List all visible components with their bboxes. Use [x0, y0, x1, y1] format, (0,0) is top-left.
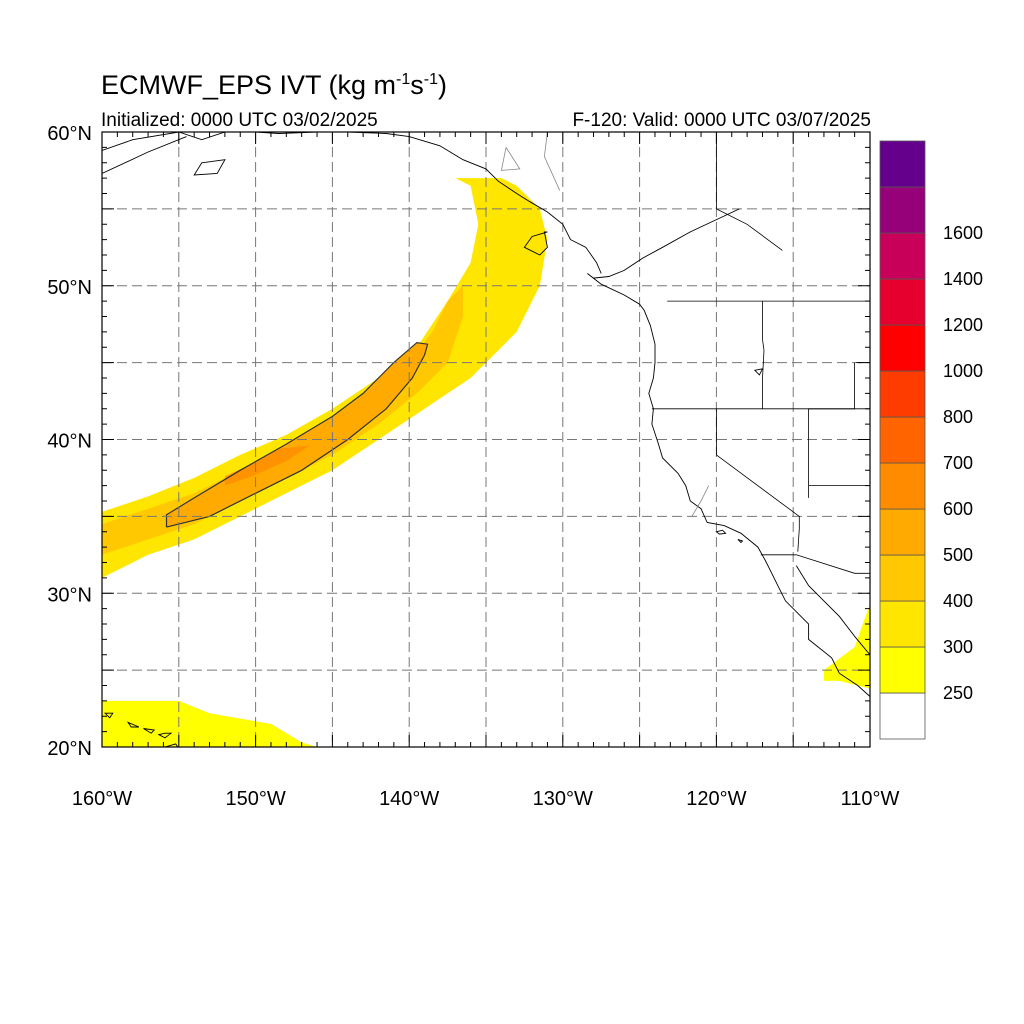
colorbar-label: 700	[943, 453, 973, 473]
colorbar-swatch	[879, 462, 926, 510]
political-border	[716, 132, 783, 251]
title-exponent-1: -1	[396, 71, 411, 88]
longitude-label: 140°W	[379, 788, 439, 810]
colorbar-label: 1600	[943, 223, 983, 243]
island-outline	[157, 732, 173, 739]
latitude-label: 30°N	[47, 584, 92, 606]
island-outline	[737, 538, 744, 544]
colorbar-swatch	[879, 186, 926, 234]
colorbar-swatch	[879, 324, 926, 372]
colorbar-label: 600	[943, 499, 973, 519]
colorbar-label: 250	[943, 683, 973, 703]
ivt-region-south-band	[102, 700, 317, 747]
ivt-region-400	[102, 285, 463, 555]
coastlines-and-borders	[102, 132, 870, 747]
coastline	[102, 132, 602, 274]
island-outline	[164, 743, 179, 747]
ivt-region-baja	[823, 604, 870, 689]
coastline	[102, 136, 187, 174]
political-border	[716, 408, 800, 552]
island-outline	[753, 368, 764, 376]
colorbar-swatch	[879, 370, 926, 418]
latitude-label: 50°N	[47, 277, 92, 299]
title-exponent-2: -1	[423, 71, 439, 88]
axis-ticks	[101, 131, 871, 748]
colorbar: 250 300 400 500 600 700 800 1000 1200 1400 1600	[879, 140, 983, 740]
colorbar-swatch	[879, 140, 926, 188]
colorbar-swatch	[879, 646, 926, 694]
coastline	[795, 565, 870, 671]
longitude-label: 130°W	[533, 788, 593, 810]
colorbar-swatch	[879, 278, 926, 326]
island-outline	[715, 529, 727, 535]
colorbar-swatch	[879, 554, 926, 602]
political-border	[762, 301, 765, 409]
longitude-label: 160°W	[72, 788, 132, 810]
island-outline	[193, 159, 226, 176]
title-text-mid: s	[410, 70, 424, 100]
island-outline	[143, 728, 156, 734]
latitude-label: 40°N	[47, 431, 92, 453]
ivt-shading-layer	[102, 178, 870, 747]
water-feature-line	[500, 147, 521, 171]
island-outline	[126, 721, 140, 728]
colorbar-label: 800	[943, 407, 973, 427]
colorbar-swatch	[879, 600, 926, 648]
title-text: ECMWF_EPS IVT (kg m	[101, 70, 397, 100]
colorbar-label: 1400	[943, 269, 983, 289]
colorbar-label: 1000	[943, 361, 983, 381]
longitude-label: 120°W	[686, 788, 746, 810]
colorbar-swatch	[879, 416, 926, 464]
title-text-end: )	[438, 70, 448, 100]
ivt-core-contour	[165, 341, 429, 528]
colorbar-label: 400	[943, 591, 973, 611]
coastline	[587, 208, 870, 704]
colorbar-swatch	[879, 508, 926, 556]
ivt-region-300	[102, 178, 548, 578]
colorbar-label: 300	[943, 637, 973, 657]
colorbar-label: 500	[943, 545, 973, 565]
island-outline	[523, 231, 548, 256]
island-outline	[104, 712, 114, 719]
political-border	[760, 554, 870, 574]
water-feature-line	[543, 132, 561, 191]
ivt-region-600	[224, 445, 310, 486]
water-feature-line	[691, 485, 710, 517]
axis-labels: 160°W 150°W 140°W 130°W 120°W 110°W 60°N 50°N 40…	[47, 123, 899, 810]
colorbar-swatch	[879, 692, 926, 740]
map-title: ECMWF_EPS IVT (kg m-1s-1)	[101, 70, 447, 101]
latitude-label: 60°N	[47, 123, 92, 145]
valid-time: F-120: Valid: 0000 UTC 03/07/2025	[572, 110, 871, 131]
latitude-label: 20°N	[47, 738, 92, 760]
colorbar-label: 1200	[943, 315, 983, 335]
initialized-time: Initialized: 0000 UTC 03/02/2025	[101, 110, 378, 131]
longitude-label: 150°W	[225, 788, 285, 810]
political-border	[808, 362, 855, 498]
colorbar-swatch	[879, 232, 926, 280]
longitude-label: 110°W	[841, 788, 900, 810]
